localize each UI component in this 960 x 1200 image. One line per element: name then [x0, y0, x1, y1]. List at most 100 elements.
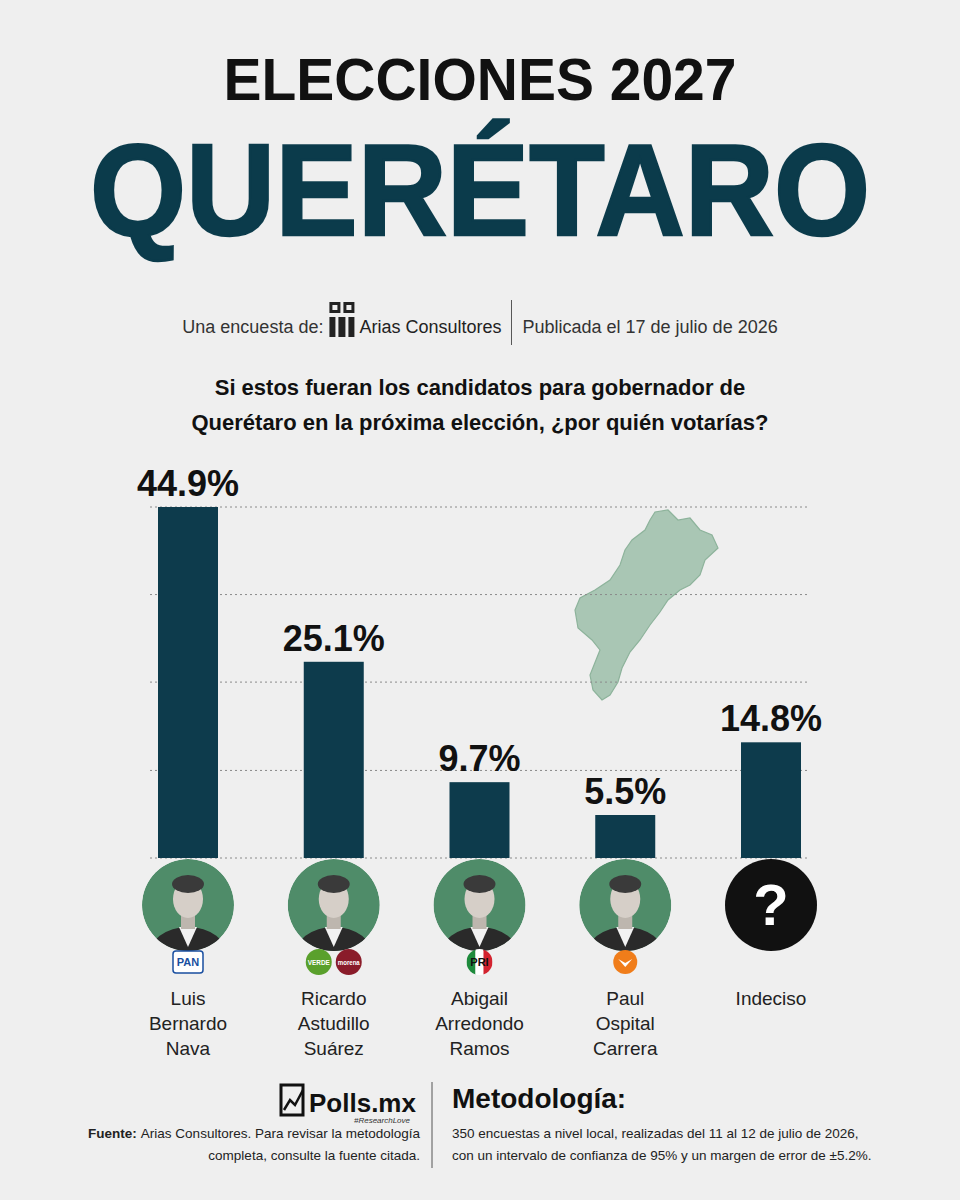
header-state: QUERÉTARO [90, 117, 870, 263]
icon-block [343, 302, 354, 313]
party-label: PAN [177, 956, 199, 968]
portrait-hair [464, 875, 496, 893]
method-line: con un intervalo de confianza de 95% y u… [452, 1148, 871, 1163]
portrait [434, 859, 526, 987]
portrait-hair [609, 875, 641, 893]
icon-block [329, 302, 340, 313]
data-label: 5.5% [584, 771, 666, 812]
party-logo [613, 950, 637, 974]
footer-separator [432, 1082, 433, 1168]
grid-line [150, 594, 810, 595]
category-line: Nava [166, 1038, 211, 1059]
source-line: Fuente: Arias Consultores. Para revisar l… [88, 1126, 420, 1141]
portrait [579, 859, 671, 987]
source-text: completa, consulte la fuente citada. [208, 1148, 420, 1163]
category-line: Astudillo [298, 1013, 370, 1034]
portrait [288, 859, 380, 987]
brand-tagline: #ResearchLove [354, 1116, 411, 1125]
category-line: Abigail [451, 988, 508, 1009]
method-text: 350 encuestas a nivel local, realizadas … [452, 1126, 871, 1163]
party-logo-mark [618, 959, 632, 967]
category-line: Arredondo [435, 1013, 524, 1034]
bar [595, 815, 655, 858]
category-line: Paul [606, 988, 644, 1009]
portraits: ? [142, 859, 817, 987]
icon-block [338, 317, 345, 337]
party-badges: PAN VERDE morena PRI [173, 949, 637, 975]
icon-block [348, 317, 354, 337]
bar [741, 742, 801, 858]
portrait-bg [288, 859, 380, 951]
category-line: Ramos [449, 1038, 509, 1059]
source-prefix: Una encuesta de: [182, 317, 323, 337]
category-line: Bernardo [149, 1013, 227, 1034]
portrait-suit [440, 927, 520, 987]
category-labels: Luis Bernardo Nava Ricardo Astudillo Suárez Ab… [149, 988, 806, 1059]
icon-block [329, 317, 335, 337]
brand-icon-line [284, 1090, 303, 1110]
poster: ELECCIONES 2027QUERÉTARO Una encuesta de:… [0, 0, 960, 1200]
category-label: Indeciso [736, 988, 807, 1009]
category-label: Luis Bernardo Nava [149, 988, 227, 1059]
category-line: Carrera [593, 1038, 658, 1059]
portrait-hair [172, 875, 204, 893]
category-label: Abigail Arredondo Ramos [435, 988, 524, 1059]
method-line: 350 encuestas a nivel local, realizadas … [452, 1126, 859, 1141]
separator [511, 300, 512, 345]
party-label: morena [338, 959, 360, 966]
title-line: Si estos fueran los candidatos para gobe… [215, 375, 746, 400]
bar [158, 507, 218, 858]
header: ELECCIONES 2027QUERÉTARO Una encuesta de:… [90, 46, 870, 345]
method-title: Metodología: [452, 1083, 626, 1114]
undecided-circle [725, 859, 817, 951]
bar [304, 662, 364, 858]
data-label: 44.9% [137, 463, 239, 504]
portrait-bg [434, 859, 526, 951]
category-label: Paul Ospital Carrera [593, 988, 658, 1059]
title-line: Querétaro en la próxima elección, ¿por q… [191, 410, 768, 435]
party-logo [173, 951, 203, 973]
portrait-shirt [179, 927, 197, 947]
portrait-bg [579, 859, 671, 951]
brand: Polls.mx [309, 1088, 416, 1118]
source-label: Fuente: [88, 1126, 137, 1141]
party-logo [467, 949, 493, 975]
portrait-hair [318, 875, 350, 893]
grid-line [150, 682, 810, 683]
brand-icon [281, 1085, 303, 1115]
data-label: 9.7% [438, 738, 520, 779]
grid [150, 507, 810, 858]
pollster: Arias Consultores [359, 317, 501, 337]
portrait-bg [142, 859, 234, 951]
published-date: Publicada el 17 de julio de 2026 [522, 317, 777, 337]
icon-hole [332, 305, 337, 310]
data-label: 14.8% [720, 698, 822, 739]
category-line: Suárez [304, 1038, 364, 1059]
pollster-icon [329, 302, 354, 337]
source-text: Arias Consultores. Para revisar la metod… [141, 1126, 421, 1141]
portrait-suit [585, 927, 665, 987]
header-title: ELECCIONES 2027 [224, 46, 737, 113]
grid-line [150, 507, 810, 508]
category-line: Ospital [596, 1013, 655, 1034]
category-line: Luis [171, 988, 206, 1009]
portrait [142, 859, 234, 987]
undecided-mark: ? [753, 872, 788, 937]
footer: Polls.mx#ResearchLove Fuente: Arias Consul… [88, 1082, 871, 1168]
bars [158, 507, 801, 858]
chart-title: Si estos fueran los candidatos para gobe… [191, 375, 768, 435]
party-label: PRI [470, 956, 488, 968]
portrait-shirt [325, 927, 343, 947]
category-line: Indeciso [736, 988, 807, 1009]
data-labels: 44.9% 25.1% 9.7% 5.5% 14.8% [137, 463, 822, 812]
portrait-shirt [471, 927, 489, 947]
portrait-suit [148, 927, 228, 987]
category-label: Ricardo Astudillo Suárez [298, 988, 370, 1059]
party-label: VERDE [308, 959, 330, 966]
state-map [575, 510, 718, 700]
party-logo [336, 949, 362, 975]
portrait-suit [294, 927, 374, 987]
icon-hole [346, 305, 351, 310]
category-line: Ricardo [301, 988, 366, 1009]
data-label: 25.1% [283, 618, 385, 659]
